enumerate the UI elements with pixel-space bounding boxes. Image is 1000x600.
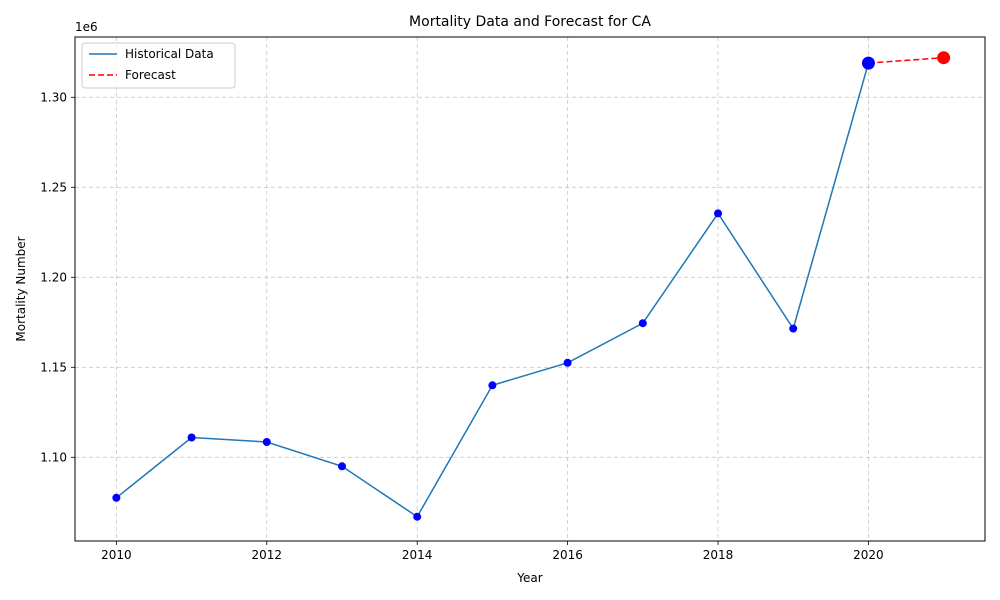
historical-point [488, 381, 497, 390]
legend-label-historical: Historical Data [125, 47, 214, 61]
x-axis: 2010 2012 2014 2016 2018 2020 [101, 541, 884, 562]
x-tick-label: 2014 [402, 548, 433, 562]
y-offset-label: 1e6 [75, 20, 98, 34]
chart-title: Mortality Data and Forecast for CA [409, 14, 651, 30]
x-tick-label: 2018 [703, 548, 734, 562]
series-layer [112, 51, 951, 521]
x-tick-label: 2016 [552, 548, 583, 562]
historical-point [337, 462, 346, 471]
historical-point [714, 209, 723, 218]
x-tick-label: 2012 [252, 548, 283, 562]
y-tick-label: 1.10 [40, 450, 67, 464]
plot-frame [74, 36, 986, 542]
legend-label-forecast: Forecast [125, 68, 176, 82]
historical-point [187, 433, 196, 442]
y-axis: 1.10 1.15 1.20 1.25 1.30 [40, 90, 75, 464]
historical-point [262, 438, 271, 446]
historical-point [112, 493, 121, 502]
historical-point [638, 319, 647, 328]
grid [75, 37, 985, 541]
legend: Historical Data Forecast [81, 42, 236, 89]
y-tick-label: 1.15 [40, 360, 67, 374]
x-tick-label: 2020 [853, 548, 884, 562]
historical-point [413, 512, 422, 521]
forecast-line [868, 56, 944, 64]
highlight-point [937, 51, 951, 65]
historical-line [115, 62, 870, 518]
x-axis-title: Year [516, 571, 542, 585]
y-tick-label: 1.25 [40, 180, 67, 194]
highlight-point [861, 56, 875, 70]
historical-point [789, 324, 798, 333]
y-axis-title: Mortality Number [14, 236, 28, 341]
y-tick-label: 1.20 [40, 270, 67, 284]
legend-box [81, 42, 236, 89]
y-tick-label: 1.30 [40, 90, 67, 104]
historical-point [563, 358, 572, 367]
x-tick-label: 2010 [101, 548, 132, 562]
